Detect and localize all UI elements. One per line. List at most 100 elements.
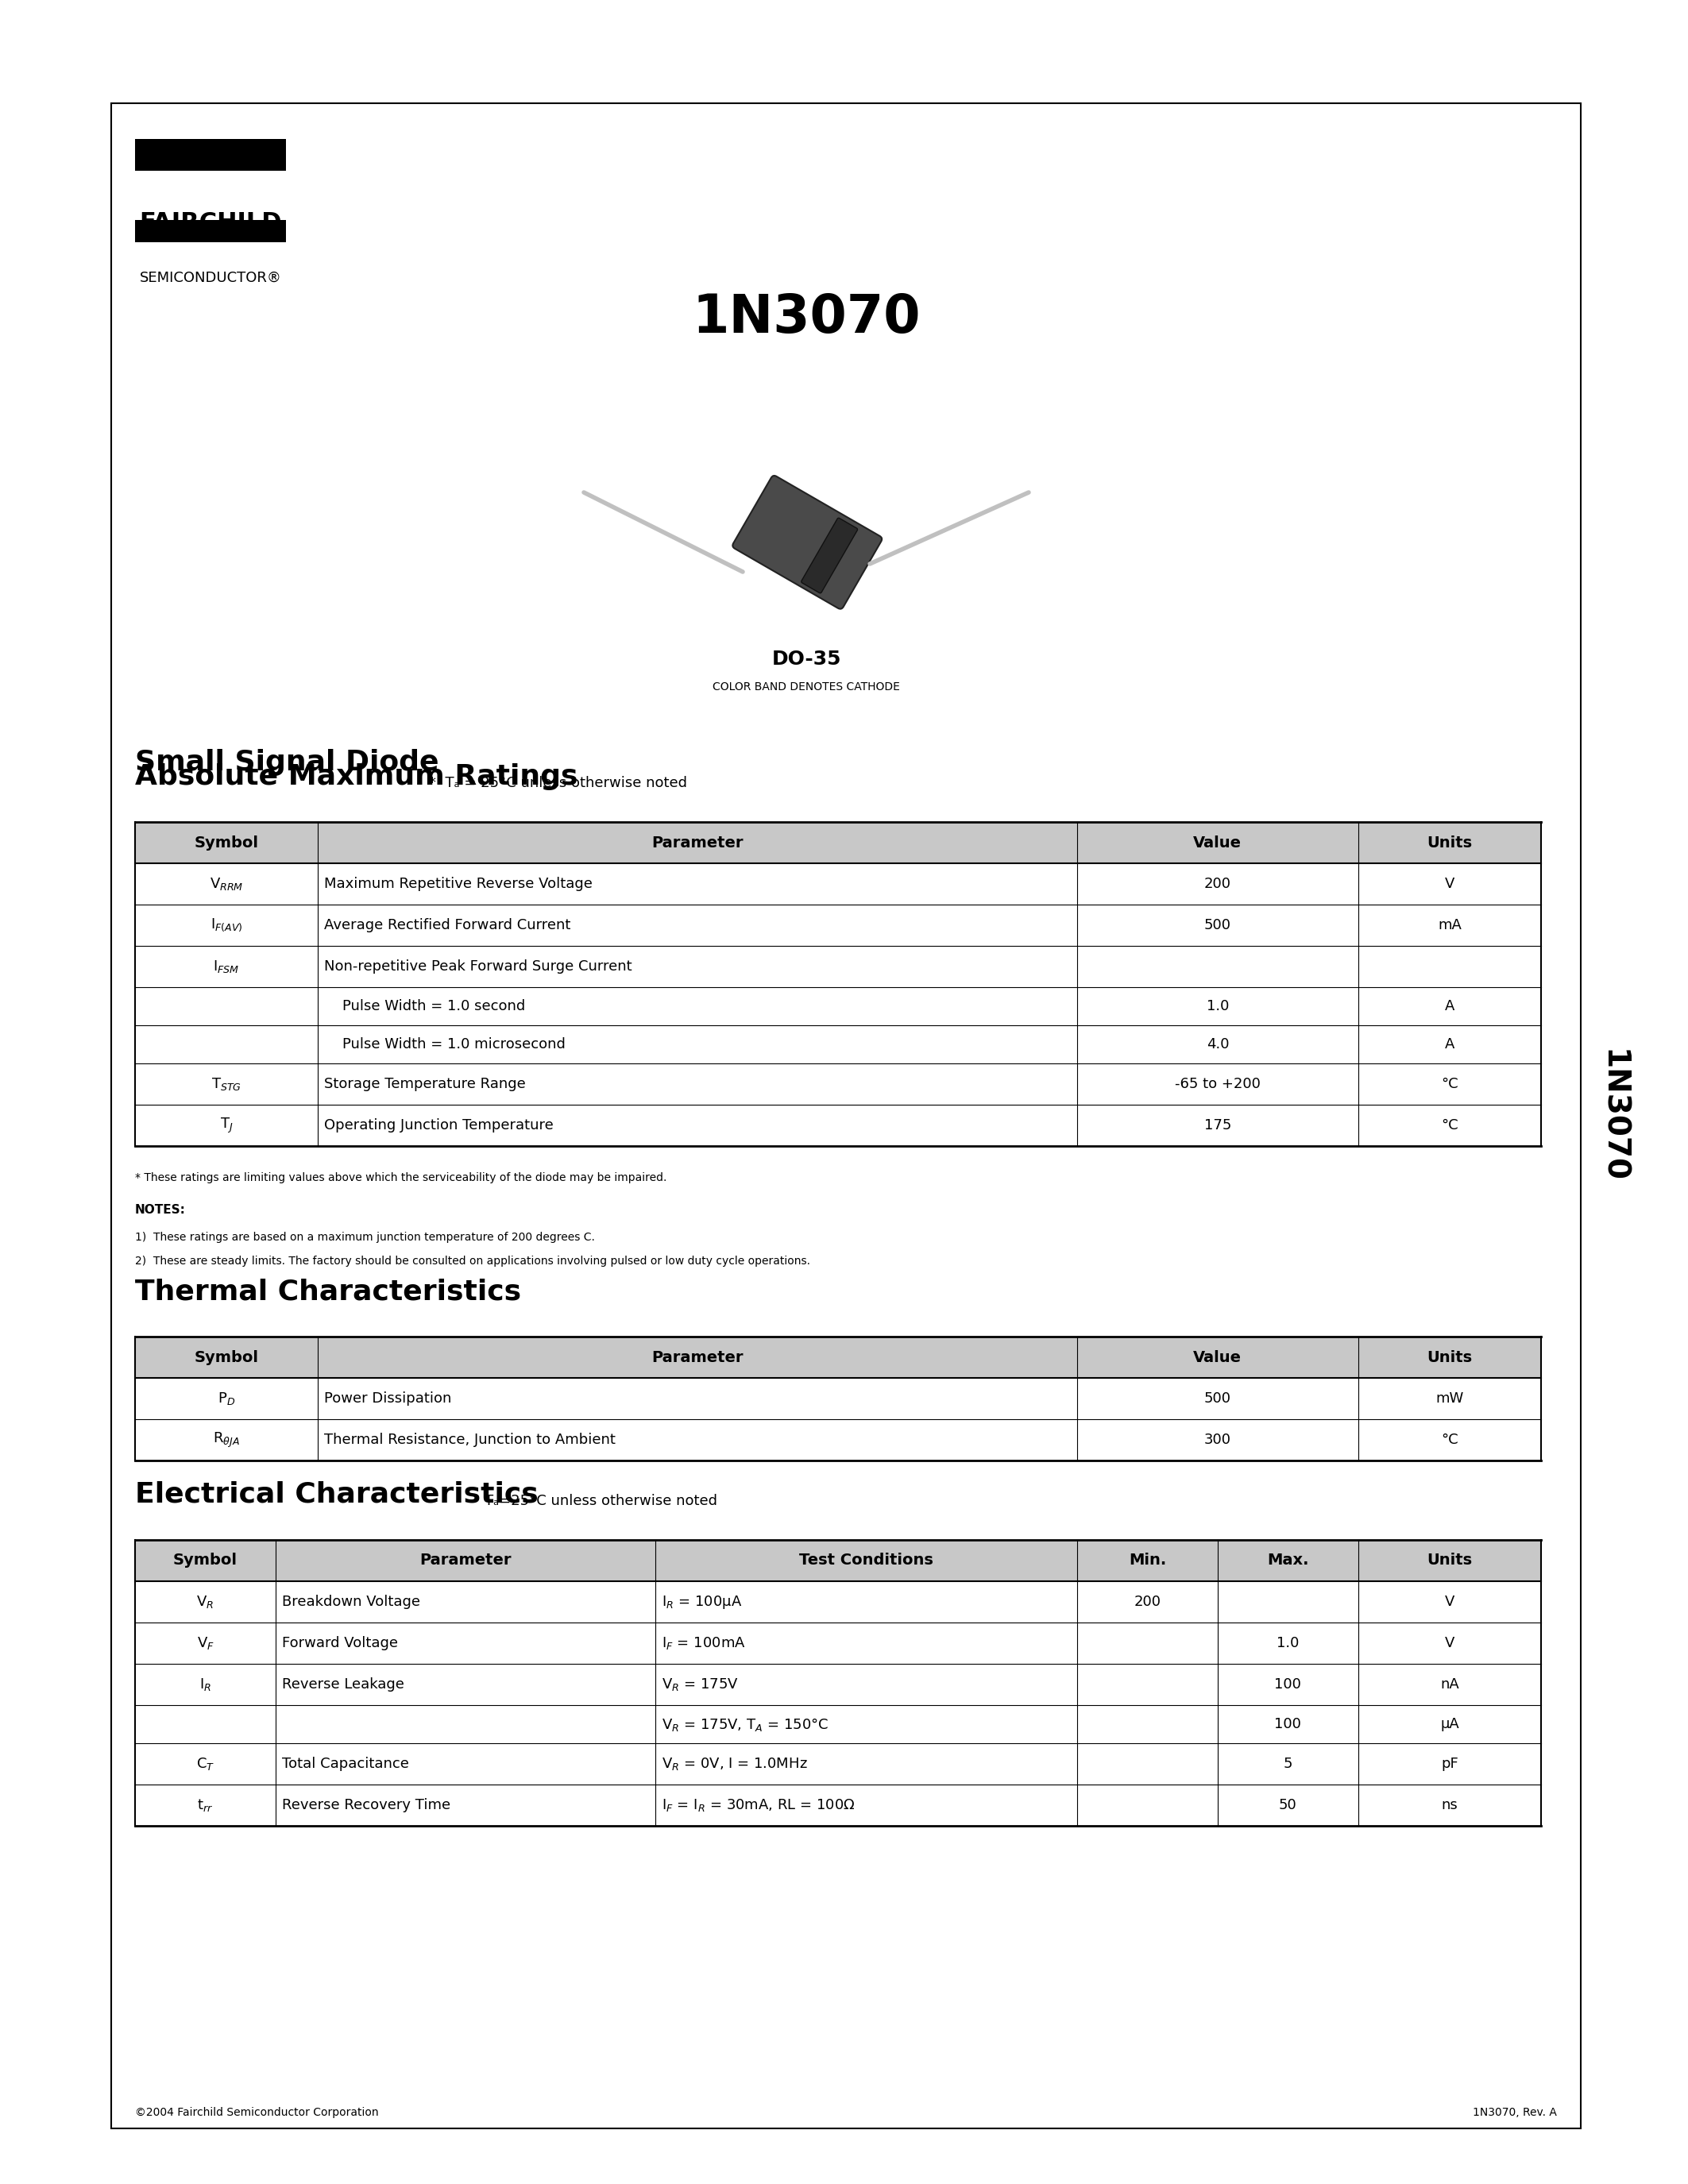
Text: Power Dissipation: Power Dissipation — [324, 1391, 452, 1406]
Text: 1)  These ratings are based on a maximum junction temperature of 200 degrees C.: 1) These ratings are based on a maximum … — [135, 1232, 594, 1243]
Bar — [135, 821, 1541, 863]
Text: 100: 100 — [1274, 1717, 1301, 1732]
Text: V: V — [1445, 1594, 1455, 1610]
Text: Symbol: Symbol — [174, 1553, 238, 1568]
Text: V$_R$: V$_R$ — [196, 1594, 214, 1610]
Text: 500: 500 — [1204, 1391, 1231, 1406]
Text: °C: °C — [1442, 1118, 1458, 1133]
Text: I$_R$: I$_R$ — [199, 1677, 211, 1693]
Text: 4.0: 4.0 — [1207, 1037, 1229, 1051]
Text: DO-35: DO-35 — [771, 649, 841, 668]
Text: 1N3070, Rev. A: 1N3070, Rev. A — [1474, 2108, 1556, 2118]
Text: Storage Temperature Range: Storage Temperature Range — [324, 1077, 525, 1092]
Text: Maximum Repetitive Reverse Voltage: Maximum Repetitive Reverse Voltage — [324, 876, 592, 891]
Text: Thermal Resistance, Junction to Ambient: Thermal Resistance, Junction to Ambient — [324, 1433, 616, 1448]
Text: Electrical Characteristics: Electrical Characteristics — [135, 1481, 538, 1509]
Text: V: V — [1445, 876, 1455, 891]
Text: I$_F$ = 100mA: I$_F$ = 100mA — [662, 1636, 746, 1651]
Text: °C: °C — [1442, 1077, 1458, 1092]
Text: V$_R$ = 0V, I = 1.0MHz: V$_R$ = 0V, I = 1.0MHz — [662, 1756, 807, 1771]
Text: Symbol: Symbol — [194, 1350, 258, 1365]
Text: Units: Units — [1426, 1553, 1472, 1568]
Text: V: V — [1445, 1636, 1455, 1651]
Text: -65 to +200: -65 to +200 — [1175, 1077, 1261, 1092]
Text: 5: 5 — [1283, 1756, 1293, 1771]
Text: 100: 100 — [1274, 1677, 1301, 1693]
Text: nA: nA — [1440, 1677, 1458, 1693]
Text: C$_T$: C$_T$ — [196, 1756, 214, 1771]
Text: 200: 200 — [1134, 1594, 1161, 1610]
Bar — [135, 1105, 1541, 1147]
Text: FAIRCHILD: FAIRCHILD — [138, 212, 282, 234]
Text: Value: Value — [1193, 1350, 1242, 1365]
Text: P$_D$: P$_D$ — [218, 1391, 235, 1406]
Bar — [135, 140, 285, 170]
Text: V$_R$ = 175V: V$_R$ = 175V — [662, 1677, 739, 1693]
Text: Max.: Max. — [1268, 1553, 1308, 1568]
Bar — [135, 1024, 1541, 1064]
Text: Pulse Width = 1.0 second: Pulse Width = 1.0 second — [324, 998, 525, 1013]
Text: ns: ns — [1442, 1797, 1458, 1813]
Bar — [135, 1064, 1541, 1105]
Bar — [135, 1743, 1541, 1784]
Bar — [135, 221, 285, 242]
Bar — [135, 1581, 1541, 1623]
Text: I$_{FSM}$: I$_{FSM}$ — [213, 959, 240, 974]
Text: mA: mA — [1438, 917, 1462, 933]
Text: 1N3070: 1N3070 — [1597, 1048, 1627, 1182]
Text: Reverse Recovery Time: Reverse Recovery Time — [282, 1797, 451, 1813]
Text: V$_R$ = 175V, T$_A$ = 150°C: V$_R$ = 175V, T$_A$ = 150°C — [662, 1717, 829, 1732]
Text: μA: μA — [1440, 1717, 1458, 1732]
Text: Small Signal Diode: Small Signal Diode — [135, 749, 439, 775]
Text: ©2004 Fairchild Semiconductor Corporation: ©2004 Fairchild Semiconductor Corporatio… — [135, 2108, 378, 2118]
Text: Thermal Characteristics: Thermal Characteristics — [135, 1278, 522, 1304]
Text: A: A — [1445, 998, 1455, 1013]
Text: SEMICONDUCTOR®: SEMICONDUCTOR® — [140, 271, 282, 286]
FancyBboxPatch shape — [733, 476, 881, 609]
Text: 1N3070: 1N3070 — [692, 290, 920, 343]
Text: I$_F$ = I$_R$ = 30mA, RL = 100Ω: I$_F$ = I$_R$ = 30mA, RL = 100Ω — [662, 1797, 856, 1813]
Text: * These ratings are limiting values above which the serviceability of the diode : * These ratings are limiting values abov… — [135, 1173, 667, 1184]
Text: COLOR BAND DENOTES CATHODE: COLOR BAND DENOTES CATHODE — [712, 681, 900, 692]
Text: t$_{rr}$: t$_{rr}$ — [197, 1797, 213, 1813]
Bar — [135, 1540, 1541, 1581]
Text: Parameter: Parameter — [420, 1553, 511, 1568]
Text: Units: Units — [1426, 1350, 1472, 1365]
FancyBboxPatch shape — [802, 518, 858, 594]
Text: Absolute Maximum Ratings: Absolute Maximum Ratings — [135, 762, 587, 791]
Text: 300: 300 — [1204, 1433, 1231, 1448]
Text: 500: 500 — [1204, 917, 1231, 933]
Text: pF: pF — [1442, 1756, 1458, 1771]
Bar — [135, 946, 1541, 987]
Text: 50: 50 — [1280, 1797, 1296, 1813]
Bar — [135, 1784, 1541, 1826]
Bar — [135, 987, 1541, 1024]
Text: Non-repetitive Peak Forward Surge Current: Non-repetitive Peak Forward Surge Curren… — [324, 959, 631, 974]
Bar — [135, 904, 1541, 946]
Text: Reverse Leakage: Reverse Leakage — [282, 1677, 403, 1693]
Text: 2)  These are steady limits. The factory should be consulted on applications inv: 2) These are steady limits. The factory … — [135, 1256, 810, 1267]
Text: 200: 200 — [1204, 876, 1231, 891]
Text: Tₐ=25°C unless otherwise noted: Tₐ=25°C unless otherwise noted — [484, 1494, 717, 1509]
Text: Parameter: Parameter — [652, 834, 743, 850]
Text: Pulse Width = 1.0 microsecond: Pulse Width = 1.0 microsecond — [324, 1037, 565, 1051]
Bar — [135, 1378, 1541, 1420]
Bar — [135, 863, 1541, 904]
Bar — [135, 1623, 1541, 1664]
Text: 175: 175 — [1204, 1118, 1231, 1133]
Text: Average Rectified Forward Current: Average Rectified Forward Current — [324, 917, 571, 933]
Bar — [135, 1706, 1541, 1743]
Text: NOTES:: NOTES: — [135, 1203, 186, 1216]
Bar — [111, 103, 1580, 2129]
Text: Test Conditions: Test Conditions — [798, 1553, 933, 1568]
Text: 1.0: 1.0 — [1276, 1636, 1300, 1651]
Text: I$_R$ = 100μA: I$_R$ = 100μA — [662, 1594, 743, 1610]
Text: Operating Junction Temperature: Operating Junction Temperature — [324, 1118, 554, 1133]
Text: T$_{STG}$: T$_{STG}$ — [211, 1077, 241, 1092]
Text: Min.: Min. — [1129, 1553, 1166, 1568]
Text: Parameter: Parameter — [652, 1350, 743, 1365]
Text: Units: Units — [1426, 834, 1472, 850]
Text: A: A — [1445, 1037, 1455, 1051]
Text: Breakdown Voltage: Breakdown Voltage — [282, 1594, 420, 1610]
Bar — [135, 1337, 1541, 1378]
